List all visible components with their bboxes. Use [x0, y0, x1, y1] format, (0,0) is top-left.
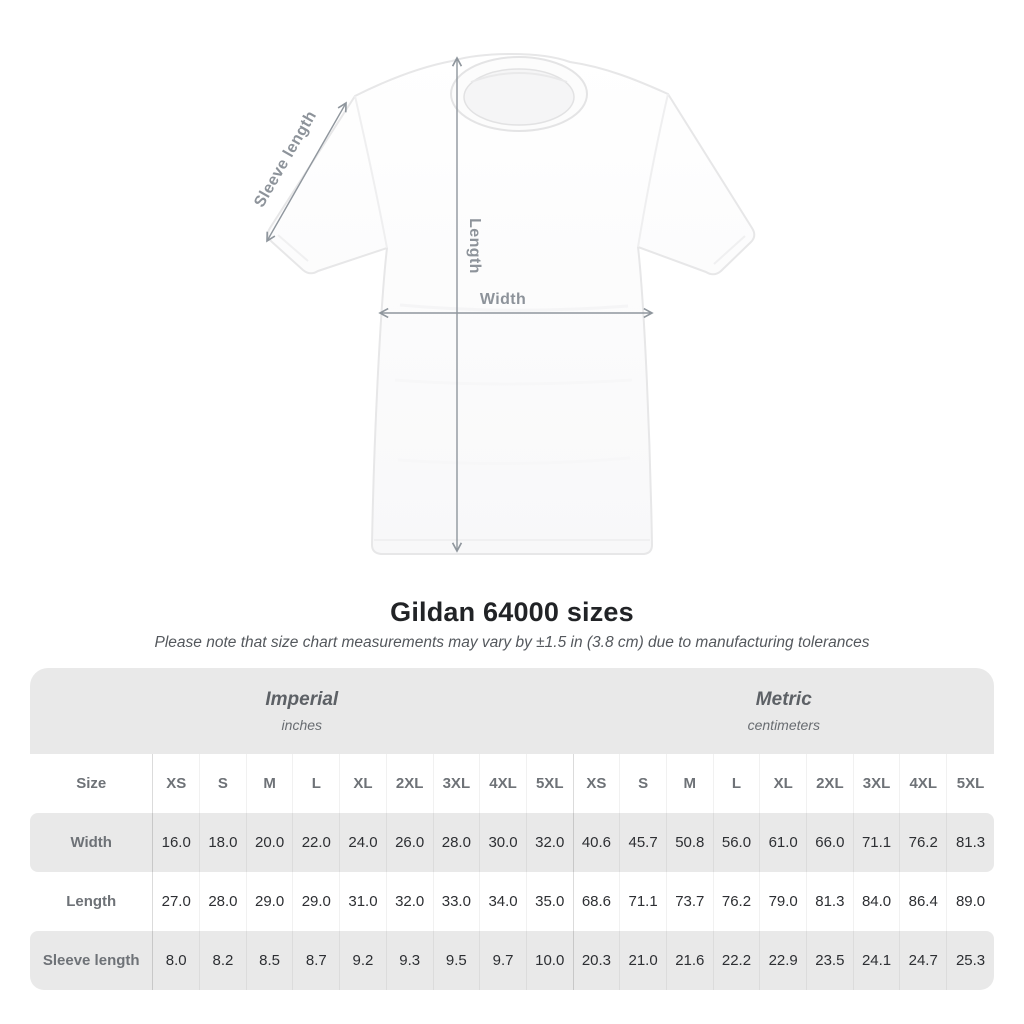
tshirt-image: Sleeve length Length Width	[251, 53, 756, 555]
table-cell: 33.0	[434, 872, 481, 931]
table-cell: 26.0	[386, 813, 434, 872]
table-cell: 66.0	[807, 813, 854, 872]
table-cell: 24.0	[340, 813, 387, 872]
length-label: Length	[466, 218, 483, 274]
length-row: Length 27.0 28.0 29.0 29.0 31.0 32.0 33.…	[30, 872, 994, 931]
metric-title: Metric	[755, 689, 812, 710]
table-cell: 79.0	[760, 872, 808, 931]
size-col-header: M	[666, 754, 714, 813]
table-cell: 9.3	[386, 931, 434, 990]
table-cell: 71.1	[853, 813, 901, 872]
size-col-header: 2XL	[807, 754, 854, 813]
table-cell: 16.0	[153, 813, 201, 872]
size-col-header: L	[713, 754, 761, 813]
row-label: Length	[30, 872, 154, 931]
table-cell: 8.0	[153, 931, 201, 990]
size-col-header: XL	[340, 754, 387, 813]
table-cell: 22.9	[760, 931, 808, 990]
table-cell: 8.7	[293, 931, 341, 990]
row-label: Sleeve length	[30, 931, 154, 990]
table-cell: 22.2	[713, 931, 761, 990]
table-cell: 24.1	[853, 931, 901, 990]
table-cell: 25.3	[947, 931, 994, 990]
size-col-header: XL	[760, 754, 808, 813]
table-cell: 30.0	[480, 813, 527, 872]
size-col-header: S	[620, 754, 667, 813]
table-cell: 32.0	[526, 813, 574, 872]
table-cell: 34.0	[480, 872, 527, 931]
size-col-header: XS	[573, 754, 621, 813]
size-col-header: 4XL	[900, 754, 948, 813]
page-title: Gildan 64000 sizes	[390, 597, 634, 627]
table-cell: 24.7	[900, 931, 948, 990]
size-col-header: 4XL	[480, 754, 527, 813]
imperial-unit: inches	[281, 717, 323, 733]
width-label: Width	[480, 291, 526, 308]
imperial-header: Imperial inches	[30, 668, 574, 754]
table-cell: 84.0	[854, 872, 901, 931]
table-cell: 76.2	[714, 872, 761, 931]
table-cell: 29.0	[247, 872, 294, 931]
table-cell: 9.5	[433, 931, 481, 990]
table-cell: 18.0	[200, 813, 247, 872]
table-cell: 81.3	[947, 813, 994, 872]
size-header-row: Size XS S M L XL 2XL 3XL 4XL 5XL XS S M …	[30, 754, 994, 813]
size-table: Imperial inches Metric centimeters Size …	[30, 668, 994, 990]
size-col-header: L	[293, 754, 341, 813]
table-cell: 21.6	[666, 931, 714, 990]
size-col-header: 3XL	[433, 754, 481, 813]
table-cell: 73.7	[667, 872, 714, 931]
table-cell: 68.6	[574, 872, 621, 931]
collar-inner	[463, 68, 575, 126]
size-col-header: M	[246, 754, 294, 813]
table-cell: 29.0	[293, 872, 341, 931]
size-corner-header: Size	[30, 754, 154, 813]
table-cell: 9.2	[340, 931, 387, 990]
table-cell: 31.0	[340, 872, 387, 931]
table-cell: 27.0	[153, 872, 201, 931]
table-cell: 56.0	[713, 813, 761, 872]
table-cell: 10.0	[526, 931, 574, 990]
row-label: Width	[30, 813, 154, 872]
metric-header: Metric centimeters	[573, 668, 994, 754]
size-col-header: S	[200, 754, 247, 813]
table-cell: 8.5	[246, 931, 294, 990]
size-col-header: 5XL	[947, 754, 994, 813]
sleeve-length-measure-line	[266, 101, 347, 243]
size-col-header: XS	[153, 754, 201, 813]
table-cell: 35.0	[527, 872, 574, 931]
table-cell: 86.4	[900, 872, 948, 931]
table-cell: 28.0	[200, 872, 247, 931]
size-col-header: 2XL	[386, 754, 434, 813]
table-cell: 76.2	[900, 813, 948, 872]
table-cell: 20.0	[246, 813, 294, 872]
table-cell: 21.0	[620, 931, 667, 990]
table-cell: 23.5	[807, 931, 854, 990]
table-cell: 22.0	[293, 813, 341, 872]
imperial-title: Imperial	[265, 689, 339, 710]
table-cell: 32.0	[387, 872, 434, 931]
unit-header-row: Imperial inches Metric centimeters	[30, 668, 994, 754]
sleeve-length-row: Sleeve length 8.0 8.2 8.5 8.7 9.2 9.3 9.…	[30, 931, 994, 990]
table-cell: 89.0	[955, 893, 986, 910]
table-cell: 28.0	[433, 813, 481, 872]
metric-unit: centimeters	[747, 717, 820, 733]
table-cell: 50.8	[666, 813, 714, 872]
measurement-lines	[266, 56, 654, 553]
table-cell: 40.6	[573, 813, 621, 872]
table-cell: 8.2	[200, 931, 247, 990]
size-col-header: 5XL	[526, 754, 574, 813]
table-cell: 61.0	[760, 813, 808, 872]
table-cell: 71.1	[620, 872, 667, 931]
tshirt-silhouette	[266, 53, 756, 555]
width-row: Width 16.0 18.0 20.0 22.0 24.0 26.0 28.0…	[30, 813, 994, 872]
table-cell: 9.7	[480, 931, 527, 990]
table-cell: 45.7	[620, 813, 667, 872]
size-col-header: 3XL	[853, 754, 901, 813]
tolerance-note: Please note that size chart measurements…	[154, 634, 870, 651]
table-cell: 20.3	[573, 931, 621, 990]
table-cell: 81.3	[807, 872, 854, 931]
tshirt-measurement-diagram: Sleeve length Length Width	[251, 53, 756, 555]
size-table-container: Imperial inches Metric centimeters Size …	[30, 668, 994, 990]
